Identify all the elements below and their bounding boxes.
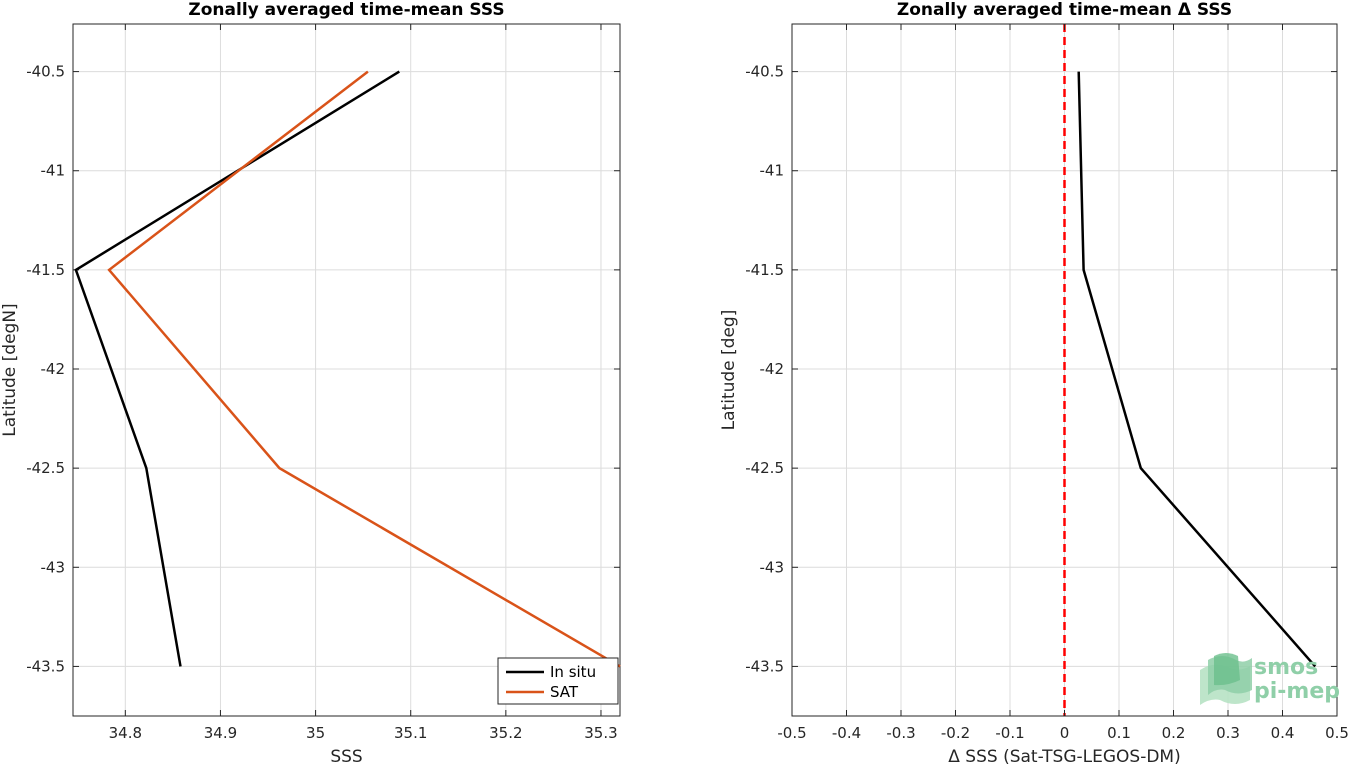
y-tick-label: -41.5 [745,261,784,279]
y-tick-label: -43 [760,558,785,576]
smos-pi-mep-logo: smos pi-mep [1200,653,1340,705]
logo-text-line2: pi-mep [1254,679,1340,704]
x-tick-label: -0.2 [941,724,970,742]
right-chart-panel: -0.5 -0.4 -0.3 -0.2 -0.1 0 0.1 0.2 0.3 0.4 0.5 -40.… [719,0,1349,765]
x-tick-label: 0.1 [1107,724,1131,742]
x-tick-label: 0.3 [1216,724,1240,742]
y-tick-label: -42.5 [745,459,784,477]
y-tick-label: -42 [41,360,66,378]
series-line-1 [107,70,621,668]
x-axis-label: SSS [330,747,362,765]
x-tick-label: 0.4 [1271,724,1295,742]
y-axis-label: Latitude [degN] [0,303,20,436]
y-tick-label: -40.5 [745,63,784,81]
x-axis-label: Δ SSS (Sat-TSG-LEGOS-DM) [948,747,1180,765]
legend-box [497,657,619,705]
y-tick-label: -43.5 [745,657,784,675]
legend-label-1: SAT [550,683,579,701]
y-tick-label: -40.5 [26,63,65,81]
left-chart-panel: 34.8 34.9 35 35.1 35.2 35.3 -40.5 -41 -41.5 -42 -4… [0,0,621,765]
x-tick-label: -0.3 [886,724,915,742]
y-tick-label: -42 [760,360,785,378]
chart-title: Zonally averaged time-mean Δ SSS [897,0,1232,20]
x-tick-label: 0 [1060,724,1070,742]
x-tick-label: 35.2 [489,724,522,742]
x-tick-label: 34.9 [204,724,237,742]
y-tick-label: -41.5 [26,261,65,279]
logo-text-line1: smos [1254,655,1318,680]
y-tick-label: -41 [760,162,785,180]
series-line-0 [1077,71,1317,668]
y-tick-label: -41 [41,162,66,180]
y-tick-label: -42.5 [26,459,65,477]
y-tick-label: -43 [41,558,66,576]
x-tick-label: 34.8 [109,724,142,742]
x-tick-label: 0.2 [1162,724,1186,742]
x-tick-label: 35.1 [394,724,427,742]
plot-frame [72,23,621,717]
logo-wave-icon [1200,653,1252,705]
x-tick-label: 35.3 [584,724,617,742]
y-tick-label: -43.5 [26,657,65,675]
x-tick-label: 0.5 [1325,724,1349,742]
chart-title: Zonally averaged time-mean SSS [188,0,504,20]
legend-label-0: In situ [550,663,596,681]
y-axis-label: Latitude [deg] [719,310,739,431]
x-tick-label: -0.4 [832,724,861,742]
x-tick-label: 35 [306,724,325,742]
x-tick-label: -0.1 [995,724,1024,742]
x-tick-label: -0.5 [777,724,806,742]
